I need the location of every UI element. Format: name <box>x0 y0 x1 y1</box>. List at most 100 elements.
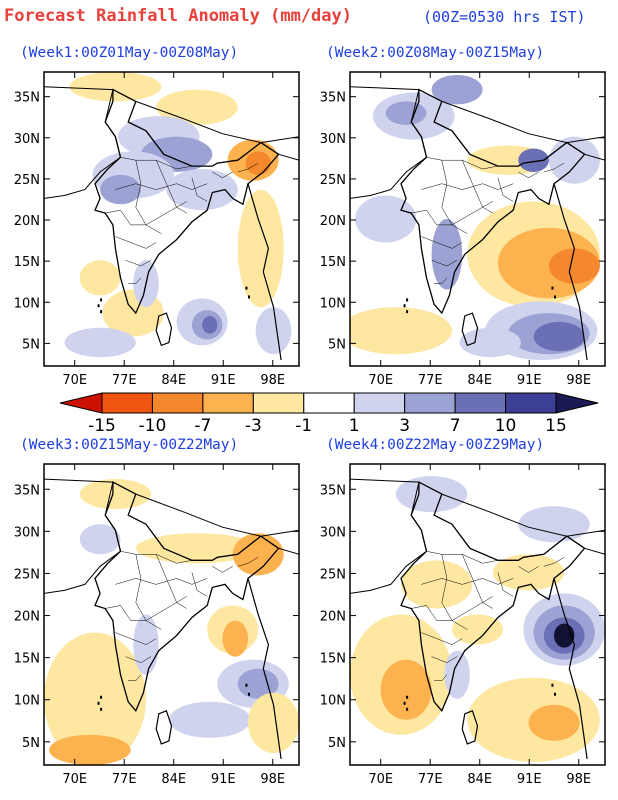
coastline <box>553 183 588 361</box>
longitude-label: 98E <box>566 772 591 787</box>
longitude-label: 98E <box>260 373 285 388</box>
latitude-label: 10N <box>320 296 346 311</box>
latitude-label: 25N <box>320 567 346 582</box>
anomaly-shading <box>237 189 284 308</box>
anomaly-shading <box>79 524 121 555</box>
panel-title-week3: (Week3:00Z15May-00Z22May) <box>20 437 239 453</box>
state-border <box>135 554 162 630</box>
island-marker <box>97 304 100 308</box>
anomaly-shading <box>100 174 141 205</box>
island-marker <box>100 310 103 314</box>
anomaly-shading <box>166 169 238 211</box>
latitude-label: 5N <box>22 736 40 751</box>
longitude-label: 84E <box>467 373 492 388</box>
srilanka-outline <box>155 710 173 745</box>
longitude-label: 84E <box>467 772 492 787</box>
island-marker <box>406 310 409 314</box>
longitude-label: 70E <box>368 772 393 787</box>
anomaly-shading <box>69 72 162 102</box>
longitude-label: 70E <box>62 772 87 787</box>
map-frame <box>349 463 606 766</box>
colorbar-label: 1 <box>349 416 360 436</box>
india-outline <box>400 481 586 713</box>
state-border <box>543 557 565 567</box>
colorbar-arrow-max <box>555 392 599 414</box>
country-border <box>278 547 299 555</box>
anomaly-shading <box>431 74 483 105</box>
latitude-label: 10N <box>14 694 40 709</box>
longitude-label: 98E <box>260 772 285 787</box>
coastline <box>247 578 282 760</box>
longitude-label: 77E <box>112 373 137 388</box>
island-marker <box>403 304 406 308</box>
state-border <box>518 566 539 573</box>
map-panel-week1: 35N 30N 25N 20N 15N 10N 5N 70E 77E 84E 91E 98E <box>14 71 300 388</box>
island-marker <box>406 707 409 711</box>
colorbar-segment <box>303 392 355 414</box>
latitude-label: 15N <box>320 652 346 667</box>
country-border <box>441 493 605 537</box>
longitude-label: 91E <box>517 373 542 388</box>
island-marker <box>551 683 554 687</box>
island-marker <box>554 295 556 299</box>
panel-title-week4: (Week4:00Z22May-00Z29May) <box>326 437 545 453</box>
latitude-label: 30N <box>320 132 346 147</box>
longitude-label: 70E <box>62 373 87 388</box>
state-border <box>461 554 493 609</box>
island-marker <box>248 295 250 299</box>
state-border <box>135 160 162 234</box>
state-border <box>125 259 152 267</box>
country-border <box>584 153 605 161</box>
coastline <box>247 183 282 361</box>
map-frame <box>43 463 300 766</box>
colorbar-label: 3 <box>399 416 410 436</box>
latitude-label: 20N <box>320 610 346 625</box>
colorbar-segment <box>252 392 305 414</box>
anomaly-shading <box>168 701 251 738</box>
state-border <box>237 162 259 173</box>
country-border <box>441 100 605 144</box>
state-border <box>441 554 468 630</box>
latitude-label: 35N <box>14 483 40 498</box>
colorbar-segment <box>404 392 456 414</box>
country-border <box>135 100 299 144</box>
latitude-label: 10N <box>14 296 40 311</box>
state-border <box>212 566 233 573</box>
latitude-label: 35N <box>14 91 40 106</box>
anomaly-shading <box>355 195 417 243</box>
longitude-label: 91E <box>211 772 236 787</box>
state-border <box>497 177 514 202</box>
latitude-label: 30N <box>14 132 40 147</box>
island-marker <box>245 286 248 290</box>
state-border <box>212 171 233 179</box>
anomaly-shading <box>528 704 580 741</box>
island-marker <box>100 298 103 302</box>
latitude-label: 30N <box>320 525 346 540</box>
anomaly-shading <box>248 692 299 753</box>
colorbar-label: -15 <box>88 416 116 436</box>
longitude-label: 91E <box>517 772 542 787</box>
anomaly-shading <box>350 307 452 355</box>
india-outline <box>94 481 280 713</box>
latitude-label: 5N <box>328 337 346 352</box>
island-marker <box>554 692 556 696</box>
state-border <box>155 554 187 609</box>
longitude-label: 77E <box>112 772 137 787</box>
state-border <box>434 674 448 681</box>
anomaly-shading <box>49 734 131 765</box>
longitude-label: 70E <box>368 373 393 388</box>
longitude-label: 98E <box>566 373 591 388</box>
latitude-label: 25N <box>14 173 40 188</box>
state-border <box>191 177 208 202</box>
panel-title-week2: (Week2:00Z08May-00Z15May) <box>326 45 545 61</box>
india-outline <box>94 88 280 315</box>
latitude-label: 35N <box>320 91 346 106</box>
longitude-label: 77E <box>418 373 443 388</box>
country-border <box>584 547 605 555</box>
anomaly-shading <box>44 632 146 765</box>
latitude-label: 20N <box>14 214 40 229</box>
latitude-label: 15N <box>14 255 40 270</box>
colorbar-label: 10 <box>495 416 517 436</box>
anomaly-shading <box>518 506 590 543</box>
